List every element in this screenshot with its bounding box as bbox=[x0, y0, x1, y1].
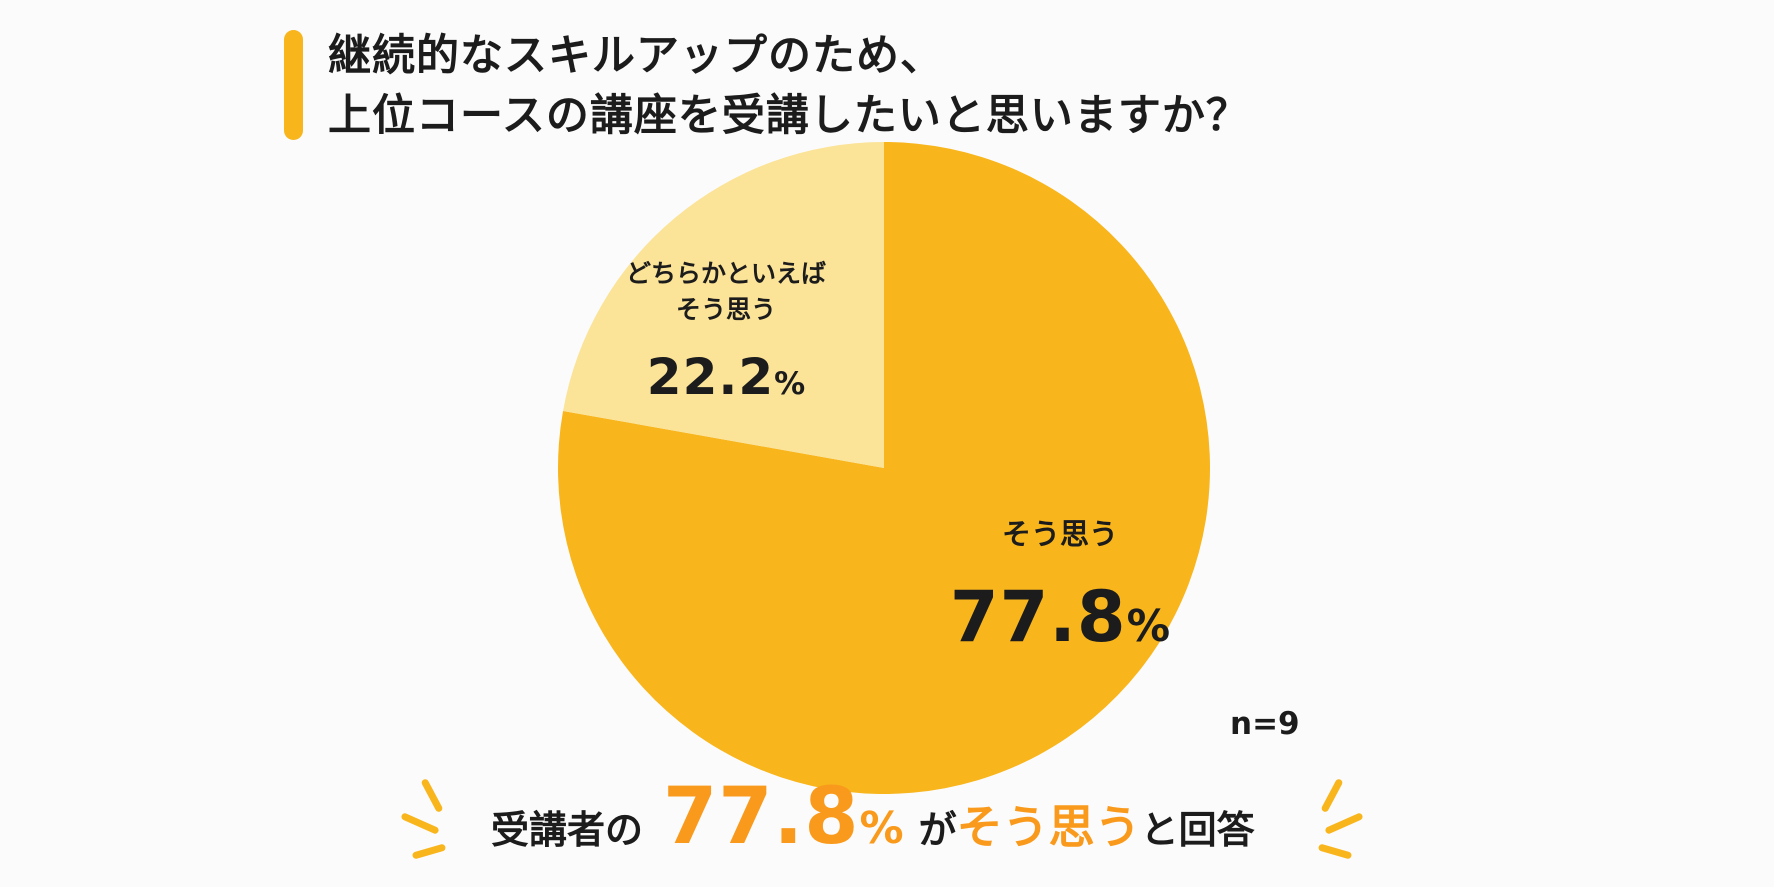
slice-category-somewhat-agree-line-2: そう思う bbox=[675, 295, 776, 324]
summary-value: 77.8% bbox=[663, 772, 905, 862]
chart-title-line-2: 上位コースの講座を受講したいと思いますか？ bbox=[328, 91, 1250, 141]
slice-value-agree: 77.8% bbox=[949, 576, 1171, 658]
slice-category-agree: そう思う bbox=[1001, 517, 1118, 551]
summary-suffix: と回答 bbox=[1140, 808, 1255, 852]
pie-slice-agree bbox=[558, 142, 1210, 795]
chart-title: 継続的なスキルアップのため、 上位コースの講座を受講したいと思いますか？ bbox=[328, 26, 1250, 146]
chart-title-line-1: 継続的なスキルアップのため、 bbox=[328, 31, 944, 81]
summary-highlight: そう思う bbox=[956, 800, 1141, 854]
sample-size-label: n=9 bbox=[1230, 706, 1300, 742]
summary-prefix: 受講者の bbox=[491, 808, 644, 852]
slice-value-somewhat-agree: 22.2% bbox=[646, 348, 806, 406]
slice-category-somewhat-agree-line-1: どちらかといえば bbox=[625, 259, 826, 288]
slice-label-somewhat-agree: どちらかといえば そう思う 22.2% bbox=[576, 256, 876, 419]
pie-slice-somewhat-agree bbox=[563, 142, 884, 468]
summary-mid: が bbox=[918, 808, 957, 852]
slice-label-agree: そう思う 77.8% bbox=[880, 514, 1240, 672]
title-accent-bar bbox=[284, 30, 303, 140]
summary-statement: 受講者の 77.8% が そう思う と回答 bbox=[491, 772, 1255, 872]
